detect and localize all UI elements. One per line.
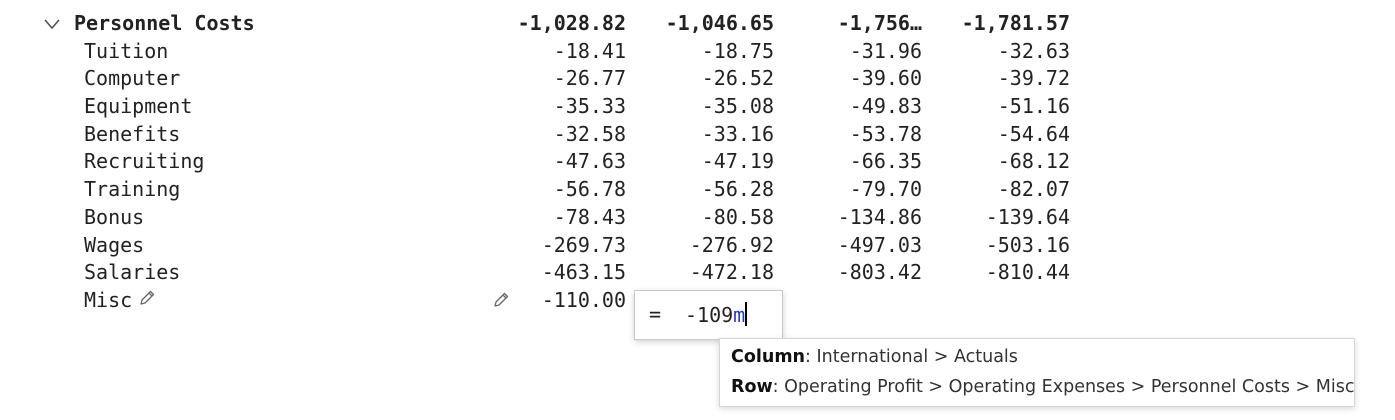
pencil-icon[interactable]	[138, 289, 156, 307]
row-label: Wages	[84, 232, 145, 257]
table-cell[interactable]: -269.73	[541, 232, 626, 257]
tooltip-column-label: Column	[731, 347, 806, 367]
table-cell[interactable]: -35.33	[553, 94, 626, 119]
table-row[interactable]: Benefits -32.58 -33.16 -53.78 -54.64	[0, 121, 1120, 149]
row-label: Equipment	[84, 94, 193, 119]
group-row-personnel-costs[interactable]: Personnel Costs -1,028.82 -1,046.65 -1,7…	[0, 10, 1120, 38]
row-label: Tuition	[84, 38, 169, 63]
table-row[interactable]: Equipment -35.33 -35.08 -49.83 -51.16	[0, 93, 1120, 121]
table-cell[interactable]: -18.41	[553, 38, 626, 63]
group-value-col1[interactable]: -1,028.82	[517, 11, 626, 35]
table-cell[interactable]: -803.42	[837, 260, 922, 285]
group-value-col3[interactable]: -1,756…	[837, 11, 922, 35]
table-cell[interactable]: -26.52	[701, 66, 774, 91]
table-cell[interactable]: -139.64	[985, 204, 1070, 229]
table-cell[interactable]: -32.58	[553, 121, 626, 146]
table-cell[interactable]: -56.28	[701, 177, 774, 202]
table-row[interactable]: Bonus -78.43 -80.58 -134.86 -139.64	[0, 204, 1120, 232]
row-label: Benefits	[84, 121, 181, 146]
table-row-misc[interactable]: Misc -110.00	[0, 287, 1120, 315]
table-cell[interactable]: -810.44	[985, 260, 1070, 285]
row-label-text: Misc	[84, 287, 133, 312]
row-label: Training	[84, 177, 181, 202]
table-cell[interactable]: -463.15	[541, 260, 626, 285]
data-grid: Personnel Costs -1,028.82 -1,046.65 -1,7…	[0, 10, 1120, 315]
table-cell[interactable]: -18.75	[701, 38, 774, 63]
table-row[interactable]: Training -56.78 -56.28 -79.70 -82.07	[0, 176, 1120, 204]
table-cell[interactable]: -54.64	[997, 121, 1070, 146]
group-value-col2[interactable]: -1,046.65	[665, 11, 774, 35]
table-row[interactable]: Tuition -18.41 -18.75 -31.96 -32.63	[0, 38, 1120, 66]
table-row[interactable]: Recruiting -47.63 -47.19 -66.35 -68.12	[0, 148, 1120, 176]
table-cell[interactable]: -56.78	[553, 177, 626, 202]
table-cell[interactable]: -47.19	[701, 149, 774, 174]
table-row[interactable]: Computer -26.77 -26.52 -39.60 -39.72	[0, 65, 1120, 93]
table-cell[interactable]: -47.63	[553, 149, 626, 174]
table-cell[interactable]: -51.16	[997, 94, 1070, 119]
table-cell[interactable]: -79.70	[849, 177, 922, 202]
table-cell[interactable]: -39.60	[849, 66, 922, 91]
table-cell[interactable]: -31.96	[849, 38, 922, 63]
text-caret	[745, 302, 748, 326]
table-cell[interactable]: -82.07	[997, 177, 1070, 202]
row-label: Computer	[84, 66, 181, 91]
table-cell[interactable]: -32.63	[997, 38, 1070, 63]
table-cell[interactable]: -33.16	[701, 121, 774, 146]
editor-input[interactable]: -109m	[685, 302, 748, 327]
row-label-misc: Misc	[84, 287, 156, 315]
tooltip-row-value: : Operating Profit > Operating Expenses …	[772, 377, 1355, 397]
table-cell[interactable]: -503.16	[985, 232, 1070, 257]
table-row[interactable]: Wages -269.73 -276.92 -497.03 -503.16	[0, 232, 1120, 260]
row-label: Bonus	[84, 204, 145, 229]
group-label: Personnel Costs	[74, 11, 255, 35]
table-cell[interactable]: -110.00	[541, 287, 626, 312]
table-cell[interactable]: -49.83	[849, 94, 922, 119]
chevron-down-icon[interactable]	[44, 17, 60, 31]
table-cell[interactable]: -497.03	[837, 232, 922, 257]
table-cell[interactable]: -66.35	[849, 149, 922, 174]
table-cell[interactable]: -276.92	[689, 232, 774, 257]
table-cell[interactable]: -26.77	[553, 66, 626, 91]
table-cell[interactable]: -53.78	[849, 121, 922, 146]
cell-tooltip: Column: International > Actuals Row: Ope…	[719, 338, 1355, 407]
table-cell[interactable]: -80.58	[701, 204, 774, 229]
table-cell[interactable]: -68.12	[997, 149, 1070, 174]
pencil-icon[interactable]	[492, 291, 510, 309]
equals-sign: =	[649, 302, 662, 326]
row-label: Salaries	[84, 260, 181, 285]
row-label: Recruiting	[84, 149, 205, 174]
table-cell[interactable]: -472.18	[689, 260, 774, 285]
table-cell[interactable]: -39.72	[997, 66, 1070, 91]
table-cell[interactable]: -134.86	[837, 204, 922, 229]
tooltip-row-line: Row: Operating Profit > Operating Expens…	[731, 377, 1354, 397]
table-cell[interactable]: -78.43	[553, 204, 626, 229]
editor-suffix: m	[733, 303, 746, 327]
group-value-col4[interactable]: -1,781.57	[961, 11, 1070, 35]
editor-value: -109	[685, 303, 734, 327]
tooltip-column-line: Column: International > Actuals	[731, 347, 1018, 367]
tooltip-column-value: : International > Actuals	[805, 347, 1018, 367]
cell-editor[interactable]: = -109m	[634, 290, 783, 340]
table-cell[interactable]: -35.08	[701, 94, 774, 119]
tooltip-row-label: Row	[731, 377, 773, 397]
table-row[interactable]: Salaries -463.15 -472.18 -803.42 -810.44	[0, 259, 1120, 287]
